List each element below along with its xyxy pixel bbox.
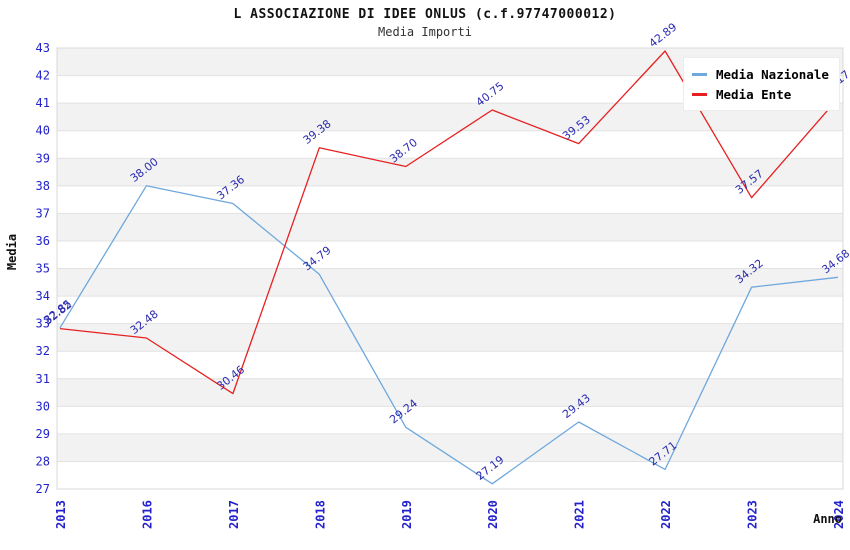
legend-swatch-media-nazionale [692, 72, 707, 76]
legend: Media Nazionale Media Ente [683, 57, 840, 111]
legend-label-media-nazionale: Media Nazionale [716, 66, 829, 82]
plot-band [57, 268, 843, 297]
legend-item-media-nazionale: Media Nazionale [692, 64, 829, 84]
x-tick-label: 2020 [486, 500, 500, 529]
y-tick-label: 34 [36, 289, 50, 303]
x-tick-label: 2016 [140, 500, 154, 529]
y-tick-label: 31 [36, 372, 50, 386]
y-tick-label: 43 [36, 41, 50, 55]
y-tick-label: 39 [36, 151, 50, 165]
x-tick-label: 2018 [313, 500, 327, 529]
plot-band [57, 351, 843, 379]
plot-band [57, 406, 843, 434]
x-tick-label: 2019 [400, 500, 414, 529]
x-tick-label: 2013 [54, 500, 68, 529]
plot-band [57, 158, 843, 186]
plot-band [57, 296, 843, 324]
x-axis-title: Anno [813, 512, 842, 526]
plot-band [57, 213, 843, 241]
x-tick-label: 2017 [227, 500, 241, 529]
y-tick-label: 32 [36, 344, 50, 358]
y-tick-label: 41 [36, 96, 50, 110]
y-tick-label: 36 [36, 234, 50, 248]
legend-swatch-media-ente [692, 92, 707, 96]
series-line-media-nazionale [59, 185, 839, 485]
y-tick-label: 35 [36, 262, 50, 276]
plot-band [57, 323, 843, 352]
x-tick-label: 2021 [573, 500, 587, 529]
plot-band [57, 433, 843, 462]
plot-band [57, 461, 843, 489]
y-tick-label: 33 [36, 317, 50, 331]
plot-band [57, 240, 843, 269]
y-tick-label: 28 [36, 454, 50, 468]
y-tick-label: 27 [36, 482, 50, 496]
y-axis-title: Media [5, 233, 19, 271]
plot-band [57, 130, 843, 159]
x-tick-label: 2023 [746, 500, 760, 529]
point-label: 42.89 [647, 20, 680, 50]
y-tick-label: 40 [36, 124, 50, 138]
y-tick-label: 37 [36, 206, 50, 220]
legend-label-media-ente: Media Ente [716, 86, 792, 102]
y-tick-label: 42 [36, 69, 50, 83]
x-tick-label: 2024 [832, 500, 846, 529]
plot-band [57, 185, 843, 214]
legend-item-media-ente: Media Ente [692, 84, 829, 104]
chart-title: L ASSOCIAZIONE DI IDEE ONLUS (c.f.977470… [233, 7, 617, 22]
chart-subtitle: Media Importi [378, 25, 472, 39]
y-tick-label: 29 [36, 427, 50, 441]
x-tick-label: 2022 [659, 500, 673, 529]
plot-border [56, 47, 844, 490]
plot-band [57, 378, 843, 407]
y-tick-label: 38 [36, 179, 50, 193]
series-line-media-ente [59, 50, 839, 395]
y-tick-label: 30 [36, 399, 50, 413]
